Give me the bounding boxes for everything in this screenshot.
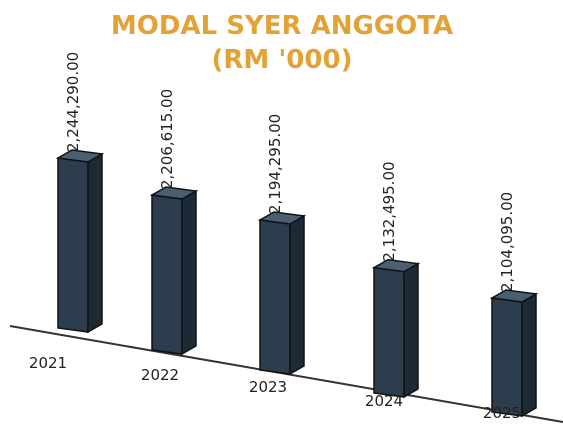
- bar: [489, 289, 539, 418]
- value-label: 2,104,095.00: [498, 192, 516, 292]
- value-label: 2,132,495.00: [380, 161, 398, 261]
- bar-side: [289, 214, 305, 376]
- bar-top: [149, 186, 199, 200]
- x-tick-label: 2022: [141, 366, 179, 384]
- x-tick-label: 2023: [249, 378, 287, 396]
- bar-side: [521, 292, 537, 418]
- bar-top: [371, 258, 421, 273]
- bar: [371, 258, 421, 399]
- bar-front: [491, 297, 523, 417]
- x-tick-label: 2021: [29, 354, 67, 372]
- chart-title: MODAL SYER ANGGOTA: [111, 11, 453, 41]
- value-label: 2,206,615.00: [158, 89, 176, 189]
- x-tick-label: 2024: [365, 392, 403, 410]
- bar-side: [87, 152, 103, 334]
- bar: [55, 149, 105, 334]
- x-tick-label: 2025: [483, 404, 521, 422]
- bar-top: [489, 289, 539, 303]
- bar-front: [57, 157, 89, 333]
- bar-side: [403, 262, 419, 399]
- chart-subtitle: (RM '000): [212, 45, 353, 75]
- value-label: 2,194,295.00: [266, 114, 284, 214]
- bar: [149, 186, 199, 356]
- bar-front: [259, 219, 291, 375]
- bar-front: [373, 266, 405, 398]
- bar-top: [55, 149, 105, 163]
- bar-front: [151, 194, 183, 355]
- value-label: 2,244,290.00: [64, 52, 82, 152]
- bar-top: [257, 211, 307, 225]
- bar: [257, 211, 307, 376]
- bar-side: [181, 189, 197, 356]
